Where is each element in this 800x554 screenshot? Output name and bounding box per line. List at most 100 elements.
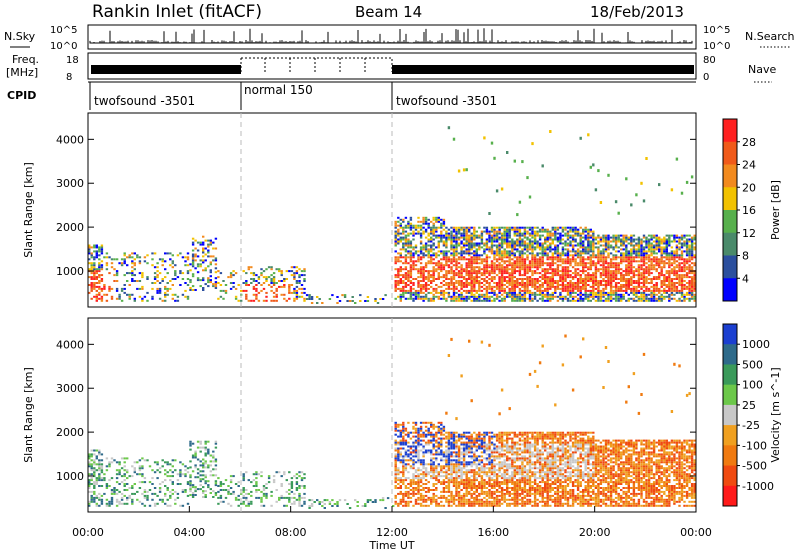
echo-cell — [422, 218, 425, 221]
echo-cell — [227, 502, 230, 505]
echo-cell — [435, 295, 438, 298]
echo-cell — [493, 232, 496, 235]
echo-cell — [673, 270, 676, 273]
echo-cell — [430, 274, 433, 277]
echo-cell — [465, 244, 468, 247]
echo-cell — [272, 282, 276, 284]
echo-cell — [100, 498, 104, 501]
echo-cell — [100, 463, 104, 466]
echo-cell — [397, 276, 400, 279]
echo-cell — [414, 289, 418, 292]
echo-cell — [554, 270, 557, 273]
echo-cell — [455, 234, 458, 237]
echo-cell — [414, 228, 418, 231]
echo-cell — [516, 228, 519, 231]
echo-cell — [640, 274, 643, 277]
echo-cell — [665, 276, 668, 279]
echo-cell — [156, 276, 159, 279]
echo-cell — [511, 264, 514, 267]
echo-cell — [447, 295, 451, 298]
echo-cell — [683, 270, 686, 273]
echo-cell — [93, 258, 96, 261]
echo-cell — [559, 291, 562, 294]
echo-cell — [478, 282, 481, 284]
echo-cell — [490, 289, 494, 292]
echo-cell — [670, 268, 674, 271]
echo-cell — [95, 278, 98, 280]
echo-cell — [663, 252, 666, 255]
echo-cell — [564, 254, 567, 257]
echo-cell — [407, 240, 410, 243]
echo-cell — [493, 238, 496, 241]
echo-cell — [500, 240, 504, 243]
echo-cell — [485, 293, 489, 296]
echo-cell — [452, 240, 456, 243]
echo-cell — [473, 289, 476, 292]
echo-cell — [485, 258, 489, 261]
echo-cell — [394, 500, 397, 503]
echo-cell — [478, 258, 481, 261]
echo-cell — [561, 248, 565, 251]
echo-cell — [673, 268, 676, 271]
echo-cell — [655, 276, 658, 279]
echo-cell — [161, 278, 164, 280]
echo-cell — [103, 477, 106, 480]
echo-cell — [602, 264, 605, 267]
echo-cell — [579, 242, 582, 245]
echo-cell — [632, 272, 636, 275]
echo-cell — [435, 291, 438, 294]
echo-cell — [607, 264, 610, 267]
echo-cell — [668, 238, 671, 241]
echo-cell — [98, 467, 101, 470]
echo-cell — [587, 236, 590, 239]
echo-cell — [435, 262, 438, 265]
echo-cell — [146, 276, 149, 279]
echo-cell — [394, 238, 397, 241]
echo-cell — [658, 238, 661, 241]
echo-cell — [533, 287, 537, 290]
echo-cell — [680, 291, 684, 294]
echo-cell — [105, 498, 109, 501]
echo-cell — [516, 234, 519, 237]
echo-cell — [105, 293, 109, 296]
echo-cell — [589, 266, 592, 269]
echo-cell — [683, 258, 686, 261]
echo-cell — [164, 461, 167, 464]
echo-cell — [409, 451, 413, 454]
echo-cell — [95, 254, 98, 257]
echo-cell — [604, 234, 608, 237]
echo-cell — [680, 282, 684, 284]
echo-cell — [574, 264, 577, 267]
echo-cell — [427, 226, 430, 229]
echo-cell — [690, 252, 694, 255]
echo-cell — [310, 302, 314, 304]
echo-cell — [93, 487, 96, 489]
echo-cell — [470, 232, 473, 235]
echo-cell — [432, 238, 435, 241]
echo-cell — [402, 492, 405, 495]
echo-cell — [579, 250, 582, 253]
echo-cell — [212, 456, 215, 459]
echo-cell — [685, 297, 689, 300]
echo-cell — [397, 502, 400, 505]
echo-cell — [445, 276, 448, 279]
echo-cell — [447, 285, 451, 288]
echo-cell — [227, 485, 230, 487]
echo-cell — [283, 285, 286, 288]
echo-cell — [427, 291, 430, 294]
echo-cell — [455, 248, 458, 251]
echo-cell — [645, 276, 648, 279]
echo-cell — [495, 293, 499, 296]
echo-cell — [498, 272, 501, 275]
echo-cell — [310, 499, 314, 502]
echo-cell — [445, 234, 448, 237]
echo-cell — [417, 276, 420, 279]
echo-cell — [460, 246, 463, 249]
echo-cell — [422, 467, 425, 470]
echo-cell — [506, 234, 509, 237]
echo-cell — [222, 483, 225, 485]
echo-cell — [630, 240, 633, 243]
echo-cell — [688, 284, 691, 286]
echo-cell — [143, 494, 147, 497]
echo-cell — [518, 295, 522, 298]
